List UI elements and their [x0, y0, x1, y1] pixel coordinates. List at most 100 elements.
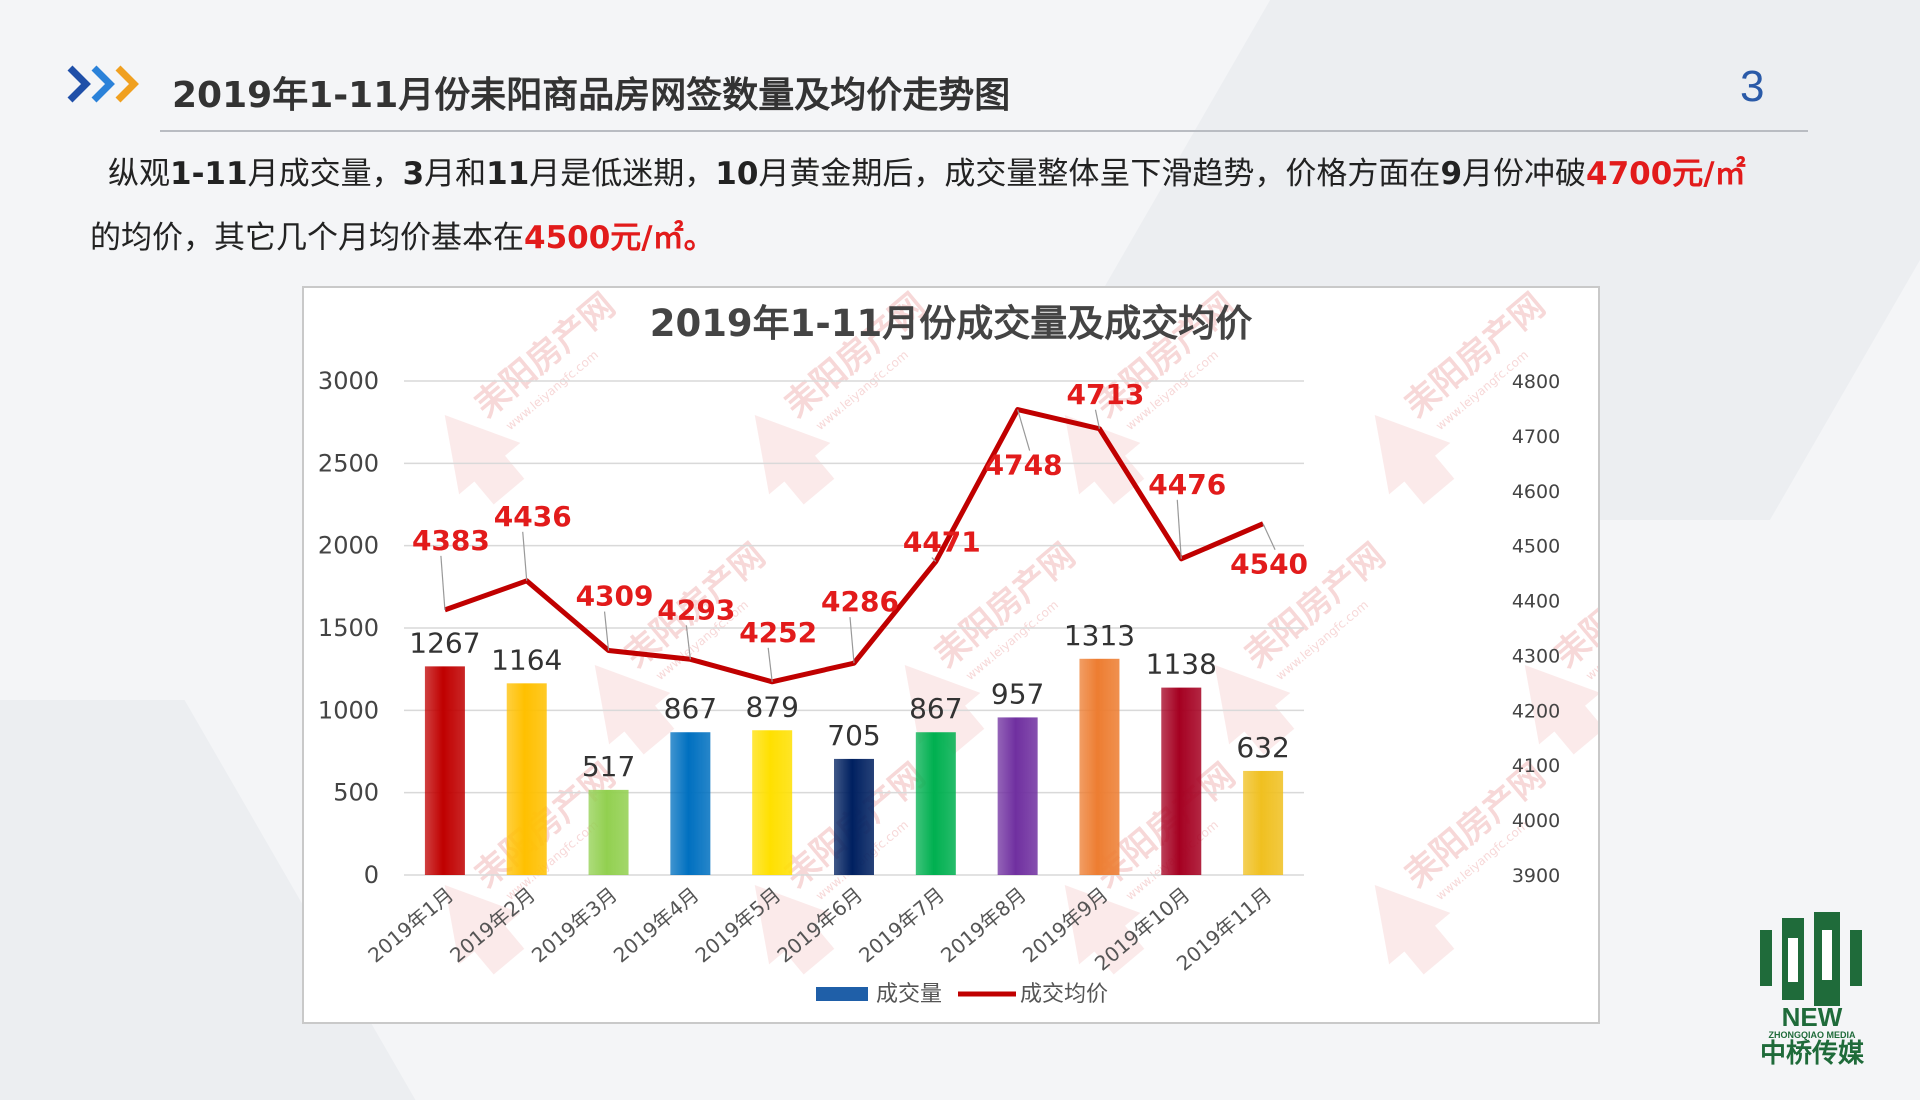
chevron-arrows-icon [67, 65, 139, 103]
leader-line [931, 557, 937, 563]
intro-paragraph: 纵观1-11月成交量，3月和11月是低迷期，10月黄金期后，成交量整体呈下滑趋势… [90, 142, 1880, 270]
bar-data-labels: 1267 1164 517 867 879 705 867 957 1313 1138 632 [409, 619, 1290, 783]
intro-text: 月成交量， [247, 156, 403, 192]
bar [915, 732, 956, 875]
line-value-label: 4252 [739, 616, 817, 649]
legend-label: 成交量 [876, 982, 942, 1007]
y-axis-left: 0 500 1000 1500 2000 2500 3000 [318, 367, 379, 889]
bar [1079, 658, 1120, 875]
bar [424, 666, 465, 875]
intro-text: 9 [1440, 156, 1463, 192]
intro-text: 月和 [424, 156, 487, 192]
bar [834, 758, 874, 875]
bar-value-label: 705 [827, 719, 880, 752]
line-value-label: 4436 [494, 500, 572, 533]
intro-text: 10 [715, 156, 759, 192]
bar-value-label: 517 [582, 750, 635, 783]
line-value-label: 4471 [903, 526, 981, 559]
y-right-tick-label: 4200 [1512, 700, 1560, 722]
x-tick-label: 2019年7月 [854, 882, 949, 967]
legend-swatch-bar [816, 987, 868, 1001]
bar-value-label: 1164 [491, 643, 562, 676]
line-value-label: 4383 [412, 524, 490, 557]
company-logo: NEW ZHONGQIAO MEDIA 中桥传媒 [1760, 912, 1865, 1068]
bar-value-label: 632 [1236, 731, 1289, 764]
line-value-label: 4293 [657, 593, 735, 626]
page-number: 3 [1740, 62, 1765, 111]
leader-line [685, 625, 691, 660]
bar-value-label: 879 [745, 690, 798, 723]
leader-line [522, 531, 528, 581]
y-right-tick-label: 4800 [1512, 371, 1560, 393]
intro-text: 11 [486, 156, 530, 192]
legend: 成交量 成交均价 [816, 982, 1108, 1007]
bar [588, 789, 629, 875]
line-value-label: 4713 [1066, 378, 1144, 411]
leader-line [1262, 523, 1276, 550]
line-value-label: 4748 [985, 449, 1063, 482]
intro-text: 的均价，其它几个月均价基本在 [90, 220, 524, 256]
leader-line [1017, 409, 1031, 451]
line-value-label: 4476 [1148, 468, 1226, 501]
logo-cn: 中桥传媒 [1760, 1039, 1865, 1068]
y-left-tick-label: 1000 [318, 696, 379, 724]
highlight-value: 4700元/㎡ [1586, 156, 1746, 192]
bar [997, 717, 1038, 875]
legend-label: 成交均价 [1020, 982, 1108, 1007]
logo-sub: ZHONGQIAO MEDIA [1769, 1030, 1856, 1040]
intro-text: 3 [402, 156, 425, 192]
y-left-tick-label: 2500 [318, 449, 379, 477]
x-tick-label: 2019年8月 [936, 882, 1031, 967]
line-value-label: 4286 [821, 585, 899, 618]
y-left-tick-label: 0 [364, 861, 379, 889]
chart-title: 2019年1-11月份成交量及成交均价 [650, 302, 1253, 345]
leader-line [603, 611, 610, 651]
y-right-tick-label: 4300 [1512, 645, 1560, 667]
leader-line [1176, 499, 1182, 559]
divider [160, 130, 1808, 132]
line-value-label: 4309 [576, 580, 654, 613]
bar-value-label: 1267 [409, 626, 480, 659]
bar-value-label: 1313 [1064, 619, 1135, 652]
bar-value-label: 867 [909, 692, 962, 725]
intro-text: 月黄金期后，成交量整体呈下滑趋势，价格方面在 [758, 156, 1441, 192]
y-right-tick-label: 4500 [1512, 536, 1560, 558]
line-value-label: 4540 [1230, 548, 1308, 581]
bar [506, 683, 547, 875]
line-series [444, 407, 1265, 685]
highlight-value: 4500元/㎡。 [524, 220, 715, 256]
bar [670, 732, 711, 875]
y-right-tick-label: 3900 [1512, 865, 1560, 887]
logo-name: NEW [1782, 1002, 1843, 1032]
y-left-tick-label: 2000 [318, 532, 379, 560]
combo-chart: 耒阳房产网 www.leiyangfc.com 耒阳房产网 www.leiyangfc… [302, 286, 1600, 1024]
y-right-tick-label: 4600 [1512, 481, 1560, 503]
leader-line [767, 647, 773, 682]
leader-line [1094, 409, 1101, 429]
bar-series [424, 658, 1284, 875]
intro-text: 月份冲破 [1462, 156, 1587, 192]
y-right-tick-label: 4700 [1512, 426, 1560, 448]
bar-value-label: 957 [991, 677, 1044, 710]
x-tick-label: 2019年4月 [609, 882, 704, 967]
leader-line [849, 617, 855, 664]
y-left-tick-label: 1500 [318, 614, 379, 642]
bar-value-label: 1138 [1146, 648, 1217, 681]
leader-line [440, 555, 446, 610]
x-tick-label: 2019年3月 [527, 882, 622, 967]
intro-text: 1-11 [170, 156, 248, 192]
x-tick-label: 2019年1月 [363, 882, 458, 967]
y-left-tick-label: 500 [333, 779, 379, 807]
page-title: 2019年1-11月份耒阳商品房网签数量及均价走势图 [172, 75, 1011, 116]
price-line [444, 407, 1265, 685]
y-right-tick-label: 4100 [1512, 755, 1560, 777]
y-left-tick-label: 3000 [318, 367, 379, 395]
bar [1243, 770, 1284, 875]
y-axis-right: 3900 4000 4100 4200 4300 4400 4500 4600 4700 4800 [1512, 371, 1560, 887]
intro-text: 月是低迷期， [529, 156, 716, 192]
y-right-tick-label: 4400 [1512, 591, 1560, 613]
intro-line-1: 纵观1-11月成交量，3月和11月是低迷期，10月黄金期后，成交量整体呈下滑趋势… [90, 142, 1880, 206]
